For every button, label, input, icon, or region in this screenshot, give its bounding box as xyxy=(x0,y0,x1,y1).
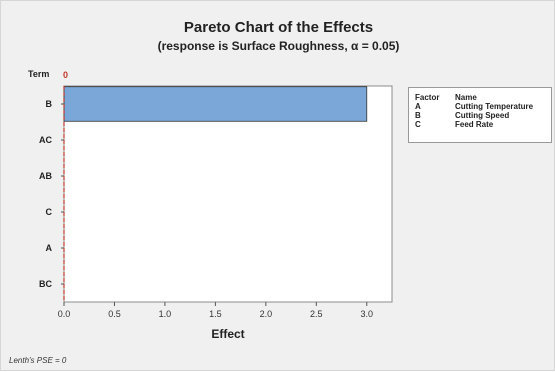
x-axis-title: Effect xyxy=(211,327,244,341)
category-label: AB xyxy=(39,171,52,181)
chart-subtitle: (response is Surface Roughness, α = 0.05… xyxy=(157,39,400,53)
legend-factor: A xyxy=(415,102,421,111)
reference-line-label: 0 xyxy=(63,70,69,80)
lenth-pse-footnote: Lenth's PSE = 0 xyxy=(9,356,67,365)
y-axis-title: Term xyxy=(28,69,50,79)
legend-factor: B xyxy=(415,111,421,120)
legend-table: Factor Name A Cutting Temperature B Cutt… xyxy=(408,87,552,143)
legend-factor: C xyxy=(415,120,421,129)
bar xyxy=(63,86,368,122)
legend-factor-name: Cutting Speed xyxy=(455,111,510,120)
category-label: C xyxy=(46,207,53,217)
legend-factor-name: Feed Rate xyxy=(455,120,494,129)
x-tick-label: 0.0 xyxy=(58,309,71,319)
x-tick-label: 1.0 xyxy=(159,309,172,319)
category-label: BC xyxy=(39,279,52,289)
chart-title: Pareto Chart of the Effects xyxy=(183,19,374,36)
category-label: B xyxy=(46,99,53,109)
x-tick-label: 2.5 xyxy=(310,309,323,319)
legend-factor-name: Cutting Temperature xyxy=(455,102,534,111)
legend-header-name: Name xyxy=(455,93,477,102)
category-label: AC xyxy=(39,135,52,145)
x-tick-label: 1.5 xyxy=(209,309,222,319)
x-tick-label: 0.5 xyxy=(108,309,121,319)
x-tick-label: 3.0 xyxy=(361,309,374,319)
plot-area xyxy=(63,85,393,303)
legend-header-factor: Factor xyxy=(415,93,440,102)
x-tick-label: 2.0 xyxy=(260,309,273,319)
category-label: A xyxy=(46,243,53,253)
